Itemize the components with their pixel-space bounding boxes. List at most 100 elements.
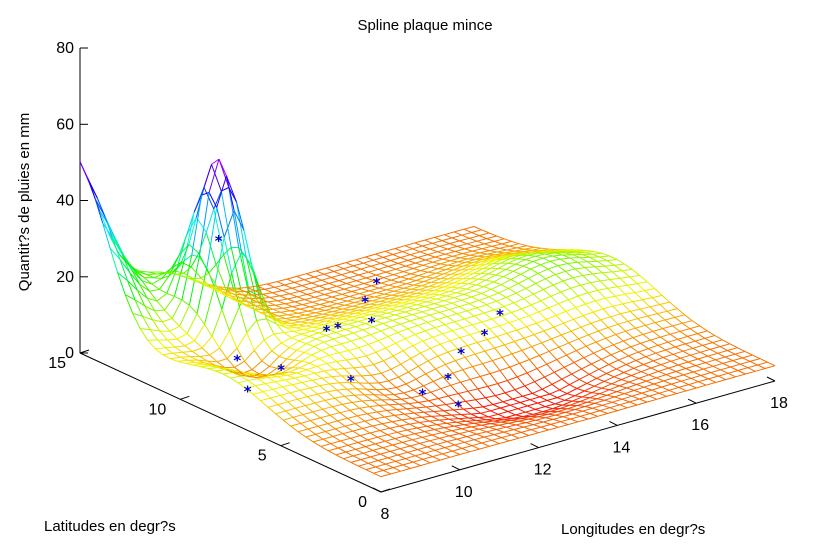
surface-mesh-line bbox=[354, 302, 363, 305]
surface-mesh-line bbox=[432, 336, 441, 345]
surface-mesh-line bbox=[459, 303, 470, 308]
surface-mesh-line bbox=[385, 317, 393, 321]
surface-mesh-line bbox=[334, 304, 345, 309]
surface-mesh-line bbox=[603, 344, 614, 350]
surface-mesh-line bbox=[418, 286, 429, 291]
surface-mesh-line bbox=[478, 428, 487, 433]
surface-mesh-line bbox=[433, 376, 444, 382]
surface-mesh-line bbox=[498, 267, 506, 270]
surface-mesh-line bbox=[685, 343, 694, 349]
surface-mesh-line bbox=[650, 336, 661, 341]
surface-mesh-line bbox=[521, 431, 529, 436]
surface-mesh-line bbox=[499, 440, 510, 445]
surface-mesh-line bbox=[350, 437, 359, 443]
surface-mesh-line bbox=[575, 267, 586, 270]
surface-mesh-line bbox=[419, 420, 430, 423]
surface-mesh-line bbox=[264, 286, 275, 290]
surface-mesh-line bbox=[373, 360, 384, 365]
surface-mesh-line bbox=[349, 293, 360, 297]
surface-mesh-line bbox=[686, 387, 697, 392]
surface-mesh-line bbox=[141, 280, 152, 285]
surface-mesh-line bbox=[344, 423, 356, 427]
surface-mesh-line bbox=[453, 409, 462, 415]
surface-mesh-line bbox=[238, 247, 247, 258]
surface-mesh-line bbox=[377, 301, 388, 306]
surface-mesh-line bbox=[504, 341, 515, 346]
surface-mesh-line bbox=[580, 282, 591, 286]
surface-mesh-line bbox=[386, 387, 397, 390]
surface-mesh-line bbox=[599, 256, 608, 262]
surface-mesh-line bbox=[335, 428, 344, 435]
surface-mesh-line bbox=[403, 287, 412, 290]
surface-mesh-line bbox=[397, 332, 406, 339]
surface-mesh-line bbox=[329, 382, 340, 385]
surface-mesh-line bbox=[588, 330, 599, 336]
surface-mesh-line bbox=[324, 400, 333, 408]
surface-mesh-line bbox=[570, 418, 579, 423]
surface-mesh-line bbox=[708, 378, 717, 383]
surface-mesh-line bbox=[435, 405, 444, 412]
surface-mesh-line bbox=[502, 398, 513, 403]
surface-mesh-line bbox=[393, 464, 404, 469]
tick-mark bbox=[609, 420, 618, 426]
surface-mesh-line bbox=[295, 407, 304, 415]
surface-mesh-line bbox=[499, 322, 510, 327]
surface-mesh-line bbox=[374, 416, 385, 420]
surface-mesh-line bbox=[436, 404, 447, 407]
surface-mesh-line bbox=[326, 363, 335, 370]
surface-mesh-line bbox=[150, 329, 160, 332]
surface-mesh-line bbox=[392, 444, 401, 450]
surface-mesh-line bbox=[451, 282, 462, 288]
surface-mesh-line bbox=[441, 432, 450, 437]
surface-mesh-line bbox=[492, 401, 503, 405]
surface-mesh-line bbox=[501, 434, 512, 439]
surface-mesh-line bbox=[605, 297, 614, 307]
surface-mesh-line bbox=[481, 292, 490, 298]
surface-mesh-line bbox=[635, 360, 644, 365]
surface-mesh-line bbox=[270, 397, 279, 405]
surface-mesh-line bbox=[344, 425, 353, 432]
surface-mesh-line bbox=[577, 261, 588, 263]
surface-mesh-line bbox=[417, 321, 428, 326]
surface-mesh-line bbox=[419, 317, 428, 323]
surface-mesh-line bbox=[496, 429, 504, 433]
surface-mesh-line bbox=[364, 394, 373, 401]
surface-mesh-line bbox=[429, 314, 438, 320]
surface-mesh-line bbox=[427, 318, 438, 323]
surface-mesh-line bbox=[379, 298, 390, 302]
surface-mesh-line bbox=[416, 427, 425, 433]
surface-mesh-line bbox=[177, 333, 188, 340]
surface-mesh-line bbox=[392, 302, 403, 307]
surface-mesh-line bbox=[277, 401, 288, 406]
surface-mesh-line bbox=[675, 343, 686, 348]
surface-mesh-line bbox=[512, 398, 521, 403]
surface-mesh-line bbox=[317, 305, 328, 310]
surface-mesh-line bbox=[262, 293, 271, 298]
surface-mesh-line bbox=[630, 346, 639, 353]
surface-mesh-line bbox=[321, 279, 330, 284]
surface-mesh-line bbox=[520, 273, 529, 279]
surface-mesh-line bbox=[539, 350, 550, 356]
surface-mesh-line bbox=[663, 353, 674, 358]
surface-mesh-line bbox=[154, 277, 162, 279]
surface-mesh-line bbox=[468, 417, 479, 419]
surface-mesh-line bbox=[628, 377, 640, 383]
surface-mesh-line bbox=[367, 411, 378, 415]
surface-mesh-line bbox=[272, 307, 283, 310]
surface-mesh-line bbox=[366, 277, 374, 282]
surface-mesh-line bbox=[537, 399, 548, 404]
surface-mesh-line bbox=[157, 339, 166, 349]
surface-mesh-line bbox=[256, 320, 265, 340]
surface-mesh-line bbox=[294, 301, 303, 306]
surface-mesh-line bbox=[333, 271, 342, 276]
surface-mesh-line bbox=[734, 353, 743, 359]
y-tick-label: 15 bbox=[48, 355, 66, 372]
surface-mesh-line bbox=[582, 410, 591, 414]
surface-mesh-line bbox=[225, 289, 236, 292]
surface-mesh-line bbox=[306, 273, 315, 278]
surface-mesh-line bbox=[144, 305, 153, 321]
surface-mesh-line bbox=[545, 414, 556, 419]
surface-mesh-line bbox=[353, 367, 362, 377]
surface-mesh-line bbox=[469, 235, 480, 239]
surface-mesh-line bbox=[235, 201, 245, 231]
